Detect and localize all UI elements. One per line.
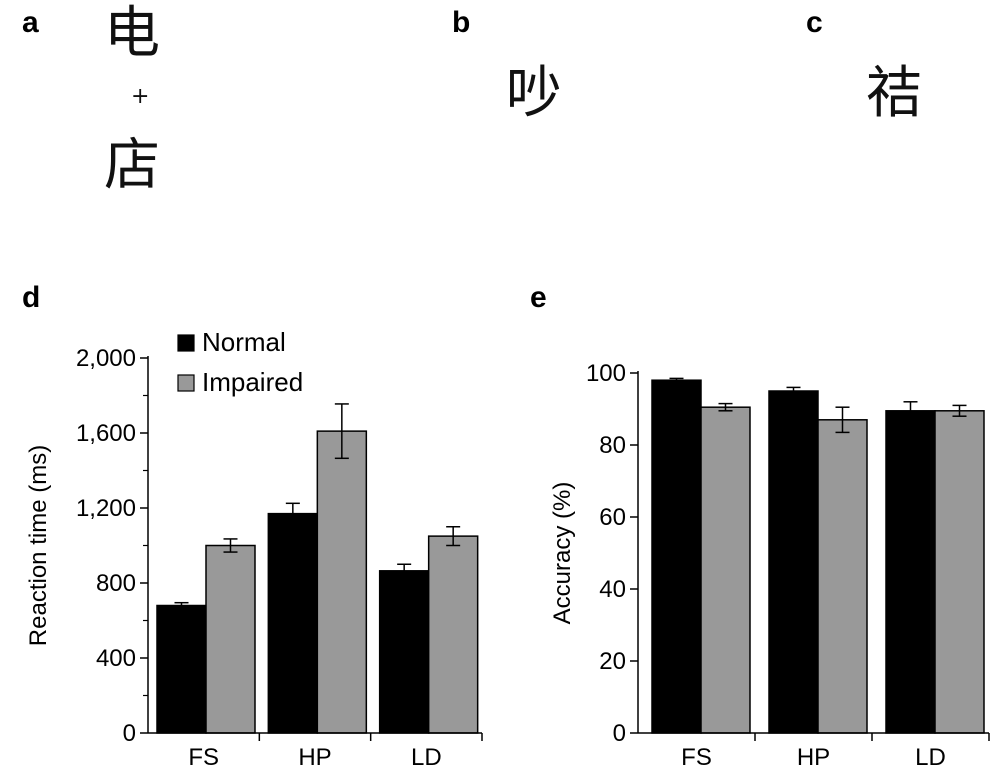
y-tick-label: 400 [96,645,136,672]
x-tick-label-ld: LD [411,744,442,771]
stimulus-char-c: 祮 [866,61,922,126]
stimulus-char-b: 吵 [506,61,562,126]
bar-normal-ld [885,410,936,734]
stimulus-char-bottom: 店 [104,133,160,198]
chart-accuracy: FS HP LD 0 20 40 60 80 100 Accuracy (%) [549,360,990,771]
y-tick-label: 2,000 [76,345,136,372]
bar-normal-ld [378,570,430,734]
panel-label-a: a [22,6,39,39]
x-tick-label-hp: HP [797,744,830,771]
fixation-cross: + [131,84,150,109]
y-tick-label: 1,600 [76,420,136,447]
panel-label-d: d [22,281,41,314]
y-tick-label: 0 [613,720,626,747]
bar-normal-fs [651,379,702,734]
y-tick-label: 1,200 [76,495,136,522]
legend-label-normal: Normal [202,327,286,357]
x-tick-label-hp: HP [298,744,331,771]
y-tick-label: 40 [599,576,626,603]
bar-impaired-fs [205,544,256,734]
bar-impaired-ld [934,410,985,734]
x-tick-label-fs: FS [681,744,712,771]
bar-impaired-fs [700,406,751,734]
bar-normal-hp [768,390,819,734]
y-axis-title: Reaction time (ms) [25,445,52,646]
bar-impaired-hp [817,419,868,734]
panel-label-c: c [806,6,823,39]
legend-swatch-normal [177,334,195,352]
x-tick-label-ld: LD [915,744,946,771]
y-tick-label: 80 [599,432,626,459]
bar-normal-hp [267,512,319,734]
panel-label-b: b [452,6,471,39]
bar-impaired-hp [316,430,368,734]
y-tick-label: 100 [586,360,626,387]
y-tick-label: 800 [96,570,136,597]
y-tick-label: 60 [599,504,626,531]
legend-swatch-impaired [177,374,195,392]
x-tick-label-fs: FS [188,744,219,771]
bar-normal-fs [156,604,207,734]
y-tick-label: 20 [599,648,626,675]
bar-impaired-ld [427,535,479,734]
chart-reaction-time: FS HP LD 0 400 800 1,200 1,600 2,000 Reaction tim… [25,327,483,771]
legend-label-impaired: Impaired [202,367,303,397]
stimulus-char-top: 电 [104,1,160,66]
panel-label-e: e [530,281,547,314]
y-axis-title: Accuracy (%) [549,482,576,625]
y-tick-label: 0 [123,720,136,747]
